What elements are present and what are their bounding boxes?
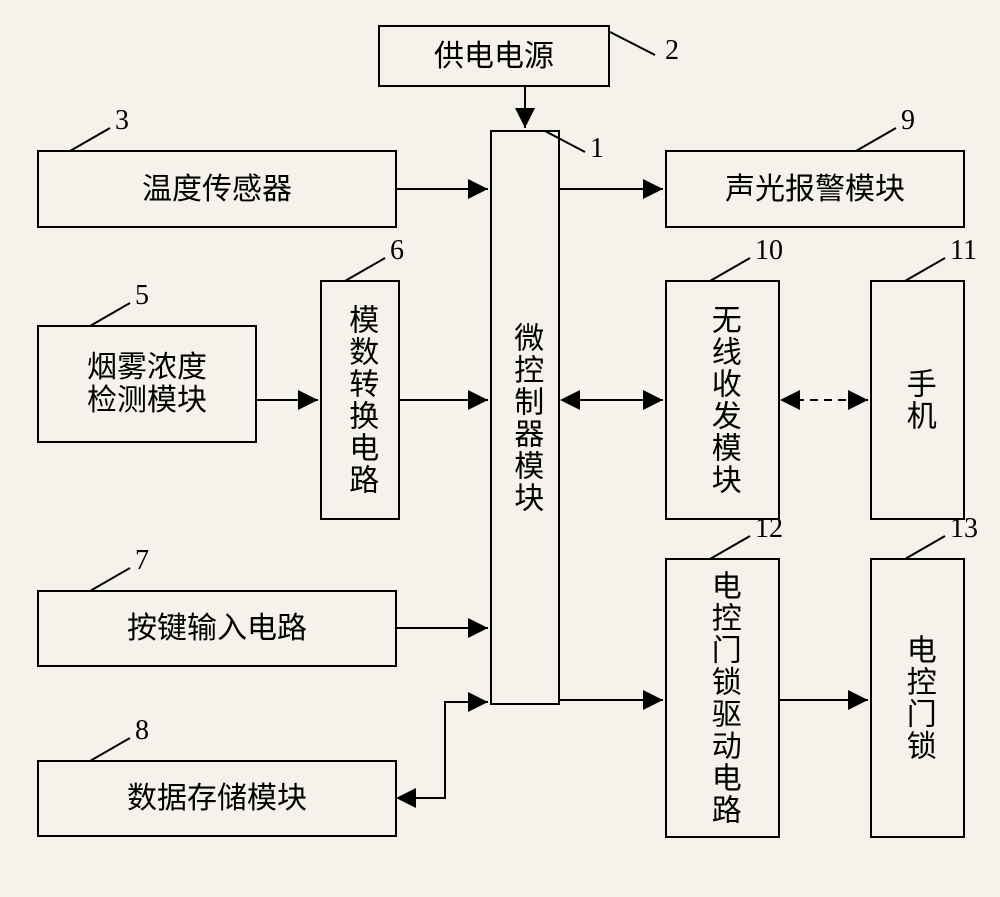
node-phone-label: 手机 [900,368,935,432]
node-storage-label: 数据存储模块 [127,782,307,815]
node-lockdrv-label: 电控门锁驱动电路 [705,570,740,826]
node-alarm-label: 声光报警模块 [725,173,905,206]
label-5: 5 [135,280,149,312]
node-mcu-label: 微控制器模块 [508,322,543,514]
node-keypad: 按键输入电路 [37,590,397,667]
node-adc: 模数转换电路 [320,280,400,520]
label-1: 1 [590,133,604,165]
node-lockdrv: 电控门锁驱动电路 [665,558,780,838]
label-7: 7 [135,545,149,577]
node-mcu: 微控制器模块 [490,130,560,705]
node-smoke: 烟雾浓度 检测模块 [37,325,257,443]
label-13: 13 [950,513,978,545]
label-9: 9 [901,105,915,137]
label-11: 11 [950,235,977,267]
label-10: 10 [755,235,783,267]
node-lock-label: 电控门锁 [900,634,935,762]
node-wireless-label: 无线收发模块 [705,304,740,496]
node-storage: 数据存储模块 [37,760,397,837]
label-12: 12 [755,513,783,545]
node-power: 供电电源 [378,25,610,87]
diagram-canvas: 供电电源 微控制器模块 温度传感器 烟雾浓度 检测模块 模数转换电路 按键输入电… [0,0,1000,897]
label-6: 6 [390,235,404,267]
node-keypad-label: 按键输入电路 [127,612,307,645]
node-wireless: 无线收发模块 [665,280,780,520]
label-2: 2 [665,35,679,67]
node-temp: 温度传感器 [37,150,397,228]
node-phone: 手机 [870,280,965,520]
node-alarm: 声光报警模块 [665,150,965,228]
node-lock: 电控门锁 [870,558,965,838]
label-3: 3 [115,105,129,137]
node-power-label: 供电电源 [434,40,554,73]
node-temp-label: 温度传感器 [142,173,292,206]
label-8: 8 [135,715,149,747]
node-smoke-label: 烟雾浓度 检测模块 [87,351,207,417]
node-adc-label: 模数转换电路 [343,304,378,496]
